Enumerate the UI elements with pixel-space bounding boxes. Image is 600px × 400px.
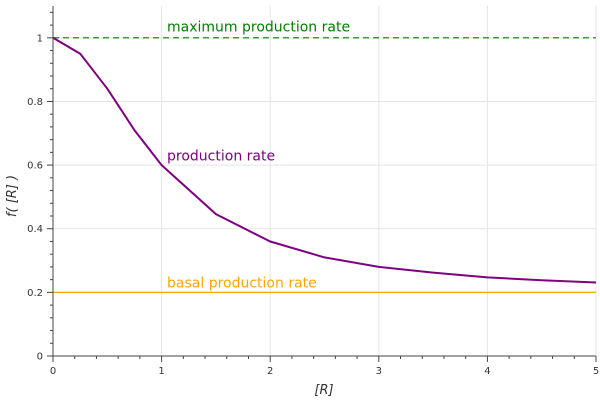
y-tick-label: 0.6 [27, 161, 43, 172]
annotation-label: production rate [167, 148, 275, 164]
x-axis-label: [R] [314, 383, 333, 398]
x-tick-label: 1 [158, 366, 164, 377]
reference-lines [53, 37, 596, 293]
annotations: maximum production rate production rate ba… [167, 19, 350, 291]
y-tick-label: 0.2 [27, 288, 43, 299]
tick-labels: 0 1 2 3 4 5 0 0.2 0.4 0.6 0.8 1 [27, 33, 599, 377]
x-tick-label: 4 [484, 366, 490, 377]
series-line [52, 36, 597, 284]
annotation-label: basal production rate [167, 276, 317, 292]
x-tick-label: 0 [50, 366, 56, 377]
x-tick-label: 3 [376, 366, 382, 377]
x-tick-label: 5 [593, 366, 599, 377]
axes [47, 6, 597, 362]
y-tick-label: 1 [37, 33, 43, 44]
x-tick-label: 2 [267, 366, 273, 377]
y-tick-label: 0.4 [27, 224, 43, 235]
series-layer [52, 36, 597, 284]
y-tick-label: 0 [37, 352, 43, 363]
annotation-label: maximum production rate [167, 19, 350, 35]
grid [52, 6, 597, 357]
y-axis-label: f( [R] ) [5, 175, 20, 217]
y-tick-label: 0.8 [27, 97, 43, 108]
